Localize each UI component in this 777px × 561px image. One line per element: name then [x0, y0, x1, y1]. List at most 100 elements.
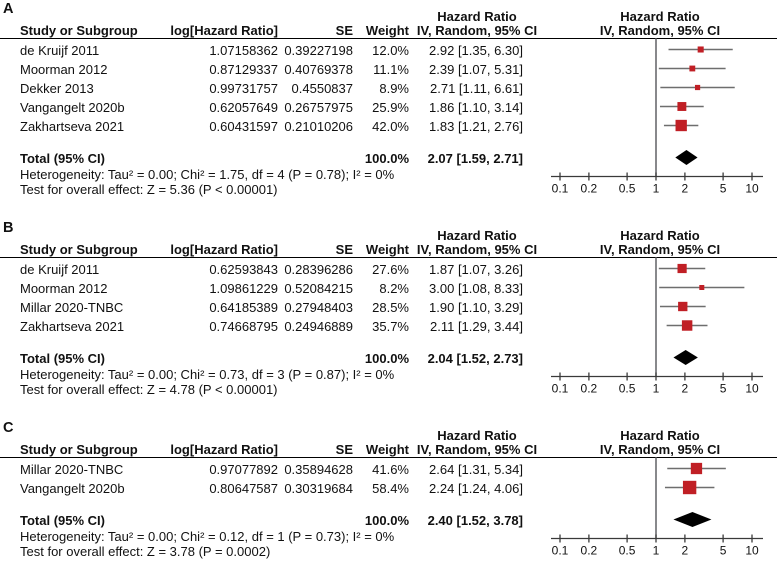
hr-ci-text: 2.11 [1.29, 3.44] — [430, 319, 523, 334]
effect-square — [689, 65, 696, 72]
axis-tick-label: 2 — [682, 182, 689, 196]
axis-tick-label: 0.2 — [581, 544, 598, 558]
hr-ci-text: 1.86 [1.10, 3.14] — [429, 100, 523, 115]
overall-effect-line: Test for overall effect: Z = 4.78 (P < 0… — [20, 382, 278, 397]
column-header-weight: Weight — [365, 242, 409, 257]
axis-tick-label: 2 — [682, 544, 689, 558]
effect-square — [677, 263, 687, 274]
column-header-se: SE — [335, 23, 353, 38]
study-rows: Millar 2020-TNBC 0.97077892 0.35894628 4… — [0, 460, 777, 498]
hazard-ratio-title-stats: Hazard Ratio — [437, 228, 517, 243]
heterogeneity-line: Heterogeneity: Tau² = 0.00; Chi² = 0.12,… — [20, 529, 395, 544]
panel-body: Hazard Ratio Hazard Ratio Study or Subgr… — [0, 229, 777, 397]
effect-square — [682, 480, 697, 495]
axis-tick-label: 1 — [653, 382, 660, 396]
total-label: Total (95% CI) — [20, 513, 105, 528]
header-row-title: Hazard Ratio Hazard Ratio — [0, 429, 777, 442]
forest-panel: B Hazard Ratio Hazard Ratio Study or Sub… — [0, 220, 777, 397]
header-row-columns: Study or Subgroup log[Hazard Ratio] SE W… — [0, 23, 777, 39]
overall-effect-line: Test for overall effect: Z = 5.36 (P < 0… — [20, 182, 278, 197]
effect-square — [699, 284, 705, 291]
weight-value: 11.1% — [373, 62, 409, 77]
column-header-se: SE — [335, 442, 353, 457]
weight-value: 27.6% — [372, 262, 409, 277]
column-header-ci-plot: IV, Random, 95% CI — [599, 23, 721, 38]
effect-square — [681, 320, 693, 331]
hr-ci-text: 1.83 [1.21, 2.76] — [429, 119, 523, 134]
study-name: Vangangelt 2020b — [20, 100, 125, 115]
hazard-ratio-title-stats: Hazard Ratio — [437, 428, 517, 443]
total-label: Total (95% CI) — [20, 351, 105, 366]
axis-tick-label: 10 — [745, 382, 759, 396]
axis-tick-label: 5 — [720, 544, 727, 558]
weight-value: 28.5% — [372, 300, 409, 315]
header-row-columns: Study or Subgroup log[Hazard Ratio] SE W… — [0, 242, 777, 258]
study-name: Moorman 2012 — [20, 281, 108, 296]
se-value: 0.21010206 — [284, 119, 353, 134]
study-name: de Kruijf 2011 — [20, 43, 100, 58]
effect-square — [678, 301, 688, 312]
hazard-ratio-title-plot: Hazard Ratio — [620, 428, 700, 443]
weight-value: 25.9% — [372, 100, 409, 115]
total-diamond — [675, 150, 698, 165]
study-row: Vangangelt 2020b 0.62057649 0.26757975 2… — [0, 98, 777, 117]
study-name: Millar 2020-TNBC — [20, 300, 124, 315]
column-header-ci-stats: IV, Random, 95% CI — [416, 442, 538, 457]
axis-tick-label: 10 — [745, 544, 759, 558]
study-row: Millar 2020-TNBC 0.64185389 0.27948403 2… — [0, 298, 777, 317]
se-value: 0.40769378 — [284, 62, 353, 77]
weight-value: 58.4% — [372, 481, 409, 496]
hazard-ratio-title-stats: Hazard Ratio — [437, 9, 517, 24]
axis-tick-label: 0.2 — [581, 182, 598, 196]
total-diamond — [673, 350, 698, 365]
hr-ci-text: 3.00 [1.08, 8.33] — [429, 281, 523, 296]
study-name: Millar 2020-TNBC — [20, 462, 124, 477]
weight-value: 35.7% — [372, 319, 409, 334]
axis-tick-label: 0.5 — [619, 382, 636, 396]
forest-plot-canvas: 0.1 0.2 0.5 1 2 5 10 — [551, 257, 763, 396]
study-name: Zakhartseva 2021 — [20, 119, 125, 134]
header-row-title: Hazard Ratio Hazard Ratio — [0, 229, 777, 242]
column-header-ci-stats: IV, Random, 95% CI — [416, 23, 538, 38]
se-value: 0.52084215 — [284, 281, 353, 296]
study-rows: de Kruijf 2011 0.62593843 0.28396286 27.… — [0, 260, 777, 336]
study-row: Vangangelt 2020b 0.80647587 0.30319684 5… — [0, 479, 777, 498]
se-value: 0.39227198 — [284, 43, 353, 58]
study-row: Millar 2020-TNBC 0.97077892 0.35894628 4… — [0, 460, 777, 479]
study-name: Moorman 2012 — [20, 62, 108, 77]
total-hr-ci: 2.04 [1.52, 2.73] — [427, 351, 523, 366]
study-name: Dekker 2013 — [20, 81, 94, 96]
study-rows: de Kruijf 2011 1.07158362 0.39227198 12.… — [0, 41, 777, 136]
hr-ci-text: 1.90 [1.10, 3.29] — [429, 300, 523, 315]
weight-value: 41.6% — [372, 462, 409, 477]
hazard-ratio-title-plot: Hazard Ratio — [620, 228, 700, 243]
total-weight: 100.0% — [364, 513, 409, 528]
log-hazard-ratio-value: 0.97077892 — [209, 462, 278, 477]
log-hazard-ratio-value: 0.64185389 — [209, 300, 278, 315]
column-header-study: Study or Subgroup — [20, 23, 138, 38]
panel-body: Hazard Ratio Hazard Ratio Study or Subgr… — [0, 10, 777, 197]
weight-value: 12.0% — [372, 43, 409, 58]
axis-tick-label: 5 — [720, 382, 727, 396]
log-hazard-ratio-value: 0.80647587 — [209, 481, 278, 496]
study-row: Zakhartseva 2021 0.60431597 0.21010206 4… — [0, 117, 777, 136]
panel-label: A — [3, 1, 14, 17]
effect-square — [690, 462, 703, 475]
weight-value: 42.0% — [372, 119, 409, 134]
column-header-weight: Weight — [365, 442, 409, 457]
effect-square — [697, 46, 704, 53]
heterogeneity-line: Heterogeneity: Tau² = 0.00; Chi² = 0.73,… — [20, 367, 395, 382]
column-header-ci-stats: IV, Random, 95% CI — [416, 242, 538, 257]
column-header-loghr: log[Hazard Ratio] — [170, 242, 278, 257]
axis-tick-label: 0.1 — [552, 182, 569, 196]
axis-tick-label: 1 — [653, 544, 660, 558]
forest-panel: C Hazard Ratio Hazard Ratio Study or Sub… — [0, 420, 777, 559]
heterogeneity-line: Heterogeneity: Tau² = 0.00; Chi² = 1.75,… — [20, 167, 395, 182]
total-row: Total (95% CI) 100.0% 2.04 [1.52, 2.73] — [0, 350, 777, 367]
total-hr-ci: 2.07 [1.59, 2.71] — [427, 151, 523, 166]
se-value: 0.27948403 — [284, 300, 353, 315]
column-header-ci-plot: IV, Random, 95% CI — [599, 242, 721, 257]
se-value: 0.35894628 — [284, 462, 353, 477]
study-row: Dekker 2013 0.99731757 0.4550837 8.9% 2.… — [0, 79, 777, 98]
